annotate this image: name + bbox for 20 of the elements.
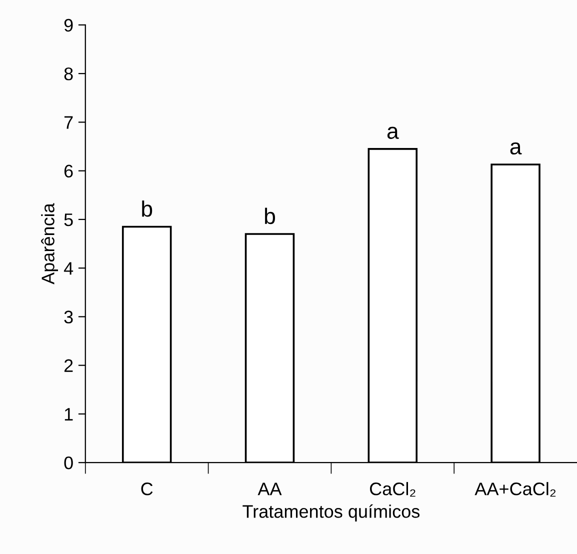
y-tick-label: 8 xyxy=(64,67,73,80)
y-tick-label: 0 xyxy=(64,456,73,470)
y-tick-label: 7 xyxy=(64,116,73,129)
x-tick-label: CaCl₂ xyxy=(370,482,416,497)
y-tick-label: 4 xyxy=(64,262,74,275)
y-tick-label: 6 xyxy=(64,164,73,178)
y-tick-label: 5 xyxy=(64,214,73,226)
y-tick-label: 2 xyxy=(64,359,73,372)
y-axis-title: Aparência xyxy=(41,203,58,284)
annotation: b xyxy=(142,200,152,217)
x-tick-label: AA+CaCl₂ xyxy=(474,482,556,497)
x-axis-title: Tratamentos químicos xyxy=(242,504,420,522)
y-tick-label: 1 xyxy=(64,408,73,421)
annotation: b xyxy=(265,208,275,224)
y-tick-label: 9 xyxy=(64,18,73,32)
y-tick-label: 3 xyxy=(64,310,73,324)
x-tick-label: C xyxy=(141,482,153,496)
annotation: a xyxy=(387,126,399,139)
x-tick-label: AA xyxy=(258,482,282,496)
annotation: a xyxy=(510,142,522,155)
